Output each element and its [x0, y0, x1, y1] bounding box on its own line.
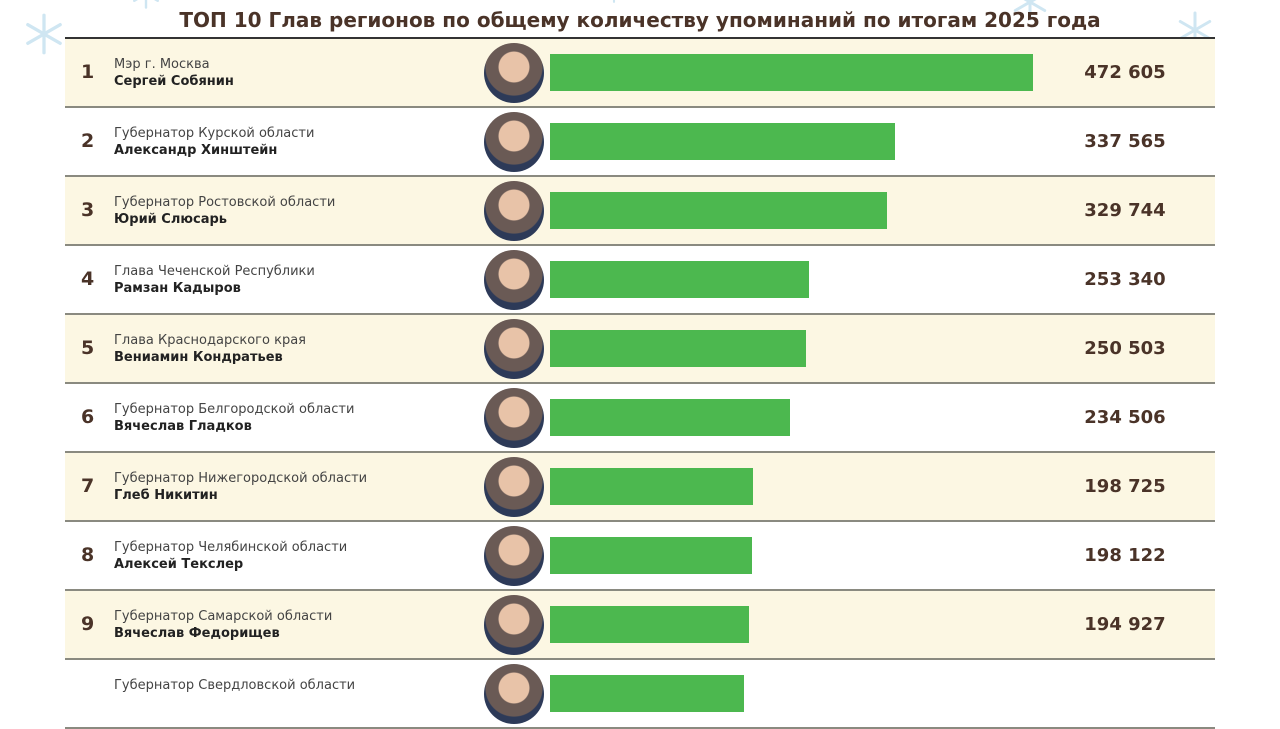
table-row: 1 Мэр г. Москва Сергей Собянин 472 605 — [65, 39, 1215, 108]
bar — [550, 399, 790, 436]
table-row: 7 Губернатор Нижегородской области Глеб Ни… — [65, 453, 1215, 522]
snowflake-icon — [600, 0, 628, 4]
bar — [550, 192, 887, 229]
table-row: 3 Губернатор Ростовской области Юрий Слюса… — [65, 177, 1215, 246]
position-label: Губернатор Белгородской области — [114, 402, 355, 417]
bar — [550, 606, 750, 643]
value-label: 250 503 — [1084, 338, 1166, 359]
ranking-table: 1 Мэр г. Москва Сергей Собянин 472 605 2 Губе… — [65, 37, 1215, 729]
position-label: Губернатор Свердловской области — [114, 678, 356, 693]
avatar — [484, 457, 544, 517]
rank-number: 5 — [81, 337, 95, 359]
rank-number: 2 — [81, 130, 95, 152]
value-label: 337 565 — [1084, 131, 1166, 152]
bar — [550, 675, 745, 712]
avatar — [484, 388, 544, 448]
value-label: 198 122 — [1084, 545, 1166, 566]
person-name: Рамзан Кадыров — [114, 281, 241, 296]
value-label: 234 506 — [1084, 407, 1166, 428]
snowflake-shape — [1013, 0, 1047, 21]
value-label: 329 744 — [1084, 200, 1166, 221]
table-row: 4 Глава Чеченской Республики Рамзан Кадыро… — [65, 246, 1215, 315]
value-label: 253 340 — [1084, 269, 1166, 290]
snowflake-icon — [22, 12, 66, 56]
avatar — [484, 526, 544, 586]
bar — [550, 468, 754, 505]
person-name: Вениамин Кондратьев — [114, 350, 283, 365]
table-row: 2 Губернатор Курской области Александр Хин… — [65, 108, 1215, 177]
avatar — [484, 319, 544, 379]
position-label: Губернатор Ростовской области — [114, 195, 336, 210]
person-name: Вячеслав Федорищев — [114, 626, 280, 641]
position-label: Губернатор Нижегородской области — [114, 471, 368, 486]
position-label: Губернатор Курской области — [114, 126, 315, 141]
position-label: Мэр г. Москва — [114, 57, 210, 72]
position-label: Губернатор Самарской области — [114, 609, 333, 624]
rank-number: 4 — [81, 268, 95, 290]
table-row: Губернатор Свердловской области — [65, 660, 1215, 729]
snowflake-shape — [26, 13, 62, 55]
person-name: Глеб Никитин — [114, 488, 218, 503]
snowflake-shape — [612, 0, 616, 3]
snowflake-icon — [130, 0, 162, 10]
bar — [550, 123, 895, 160]
person-name: Сергей Собянин — [114, 74, 234, 89]
person-name: Вячеслав Гладков — [114, 419, 252, 434]
person-name: Юрий Слюсарь — [114, 212, 228, 227]
bar — [550, 261, 809, 298]
value-label: 194 927 — [1084, 614, 1166, 635]
chart-title: ТОП 10 Глав регионов по общему количеств… — [179, 8, 1101, 32]
avatar — [484, 181, 544, 241]
rank-number: 3 — [81, 199, 95, 221]
table-row: 5 Глава Краснодарского края Вениамин Кондр… — [65, 315, 1215, 384]
avatar — [484, 250, 544, 310]
person-name: Алексей Текслер — [114, 557, 244, 572]
value-label: 472 605 — [1084, 62, 1166, 83]
table-row: 9 Губернатор Самарской области Вячеслав Фе… — [65, 591, 1215, 660]
rank-number: 7 — [81, 475, 95, 497]
rank-number: 8 — [81, 544, 95, 566]
avatar — [484, 112, 544, 172]
bar — [550, 537, 753, 574]
avatar — [484, 595, 544, 655]
position-label: Глава Краснодарского края — [114, 333, 306, 348]
table-row: 8 Губернатор Челябинской области Алексей Т… — [65, 522, 1215, 591]
person-name: Александр Хинштейн — [114, 143, 278, 158]
rank-number: 1 — [81, 61, 95, 83]
avatar — [484, 664, 544, 724]
avatar — [484, 43, 544, 103]
rank-number: 9 — [81, 613, 95, 635]
position-label: Глава Чеченской Республики — [114, 264, 315, 279]
value-label — [1055, 660, 1195, 727]
snowflake-icon — [1010, 0, 1050, 22]
snowflake-shape — [133, 0, 159, 9]
bar — [550, 54, 1033, 91]
table-row: 6 Губернатор Белгородской области Вячеслав… — [65, 384, 1215, 453]
rank-number: 6 — [81, 406, 95, 428]
bar — [550, 330, 806, 367]
position-label: Губернатор Челябинской области — [114, 540, 348, 555]
value-label: 198 725 — [1084, 476, 1166, 497]
